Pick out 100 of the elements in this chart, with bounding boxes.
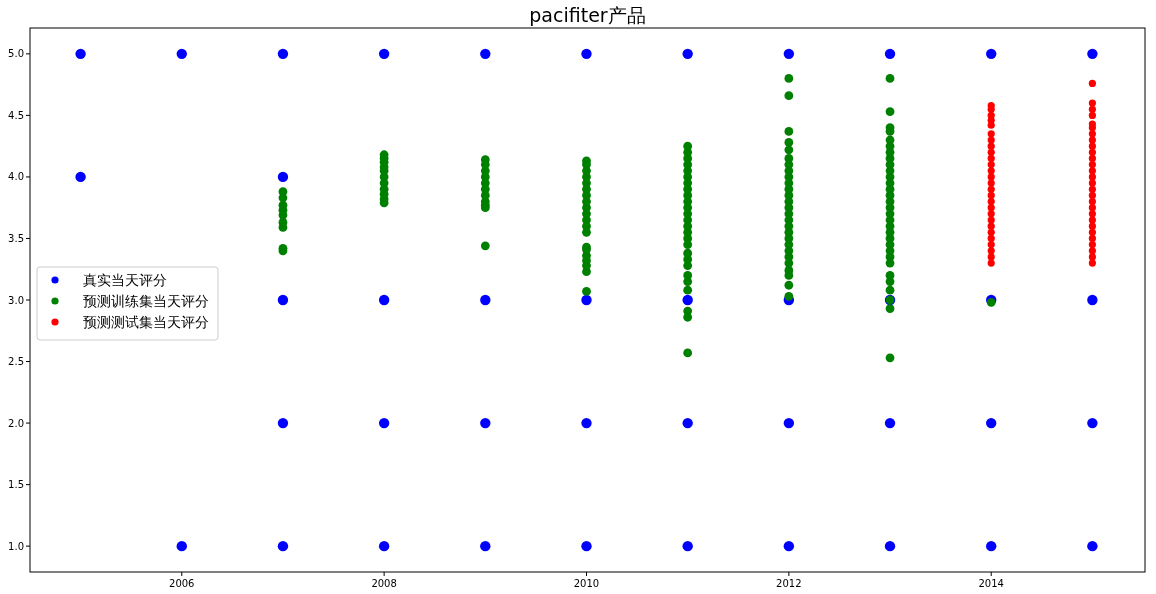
point (987, 185, 995, 193)
point (1088, 124, 1096, 132)
point (1088, 179, 1096, 187)
point (75, 48, 86, 60)
point (884, 417, 896, 429)
legend-label: 预测测试集当天评分 (83, 314, 209, 330)
point (378, 48, 390, 60)
point (480, 540, 491, 552)
x-tick-label: 2014 (978, 578, 1004, 589)
point (987, 148, 995, 156)
point (75, 171, 86, 183)
y-tick-label: 5.0 (8, 48, 24, 60)
point (1088, 173, 1096, 181)
point (783, 48, 795, 60)
point (987, 197, 995, 206)
point (581, 417, 592, 429)
point (987, 222, 995, 230)
point (1087, 294, 1098, 306)
x-tick-label: 2010 (573, 578, 600, 589)
point (176, 540, 187, 552)
point (277, 540, 289, 552)
point (986, 417, 997, 429)
x-tick-label: 2012 (776, 578, 802, 589)
y-tick-label: 3.5 (8, 232, 24, 244)
point (884, 48, 896, 60)
point (682, 48, 693, 60)
point (987, 136, 995, 144)
point (1088, 111, 1096, 119)
y-tick-label: 4.5 (8, 109, 24, 121)
point (480, 294, 491, 306)
point (1088, 191, 1096, 199)
point (682, 540, 693, 552)
legend-label: 预测训练集当天评分 (83, 293, 209, 309)
point (987, 241, 995, 249)
point (1088, 197, 1096, 206)
point (1088, 204, 1096, 212)
point (1088, 142, 1096, 150)
point (581, 540, 592, 552)
point (783, 540, 795, 552)
y-tick-label: 2.0 (8, 417, 24, 429)
x-tick-label: 2006 (169, 578, 195, 589)
point (277, 417, 289, 429)
point (581, 294, 592, 306)
y-tick-label: 1.0 (8, 540, 24, 552)
point (682, 294, 693, 306)
point (987, 253, 995, 261)
point (987, 179, 995, 187)
point (1088, 79, 1096, 87)
y-tick-label: 2.5 (8, 356, 24, 368)
point (1088, 105, 1096, 113)
point (277, 171, 289, 183)
point (987, 154, 995, 163)
point (987, 228, 995, 236)
point (1088, 210, 1096, 218)
y-tick-label: 3.0 (8, 294, 24, 306)
point (1088, 253, 1096, 261)
point (1088, 259, 1096, 267)
point (987, 130, 995, 138)
chart-title: pacifiter产品 (529, 4, 646, 26)
point (1088, 99, 1096, 107)
point (480, 48, 491, 60)
point (378, 294, 390, 306)
point (277, 48, 289, 60)
point (1088, 154, 1096, 163)
point (1088, 228, 1096, 236)
point (1087, 48, 1098, 60)
point (987, 173, 995, 181)
point (884, 540, 896, 552)
point (987, 204, 995, 212)
point (783, 417, 795, 429)
point (987, 210, 995, 218)
point (987, 259, 995, 267)
point (682, 417, 693, 429)
point (1087, 417, 1098, 429)
point (987, 161, 995, 169)
point (378, 417, 390, 429)
point (1088, 234, 1096, 243)
y-tick-label: 1.5 (8, 479, 24, 491)
point (1088, 241, 1096, 249)
point (1088, 161, 1096, 169)
point (987, 216, 995, 224)
point (987, 121, 995, 129)
point (581, 48, 592, 60)
legend-label: 真实当天评分 (83, 272, 167, 288)
point (1088, 216, 1096, 224)
point (986, 540, 997, 552)
point (987, 234, 995, 243)
point (1088, 185, 1096, 193)
point (987, 142, 995, 150)
point (987, 191, 995, 199)
point (277, 294, 289, 306)
point (176, 48, 187, 60)
x-tick-label: 2008 (371, 578, 397, 589)
point (1088, 136, 1096, 144)
point (480, 417, 491, 429)
y-tick-label: 4.0 (8, 171, 24, 183)
point (1088, 130, 1096, 138)
point (1087, 540, 1098, 552)
point (986, 48, 997, 60)
point (1088, 148, 1096, 156)
